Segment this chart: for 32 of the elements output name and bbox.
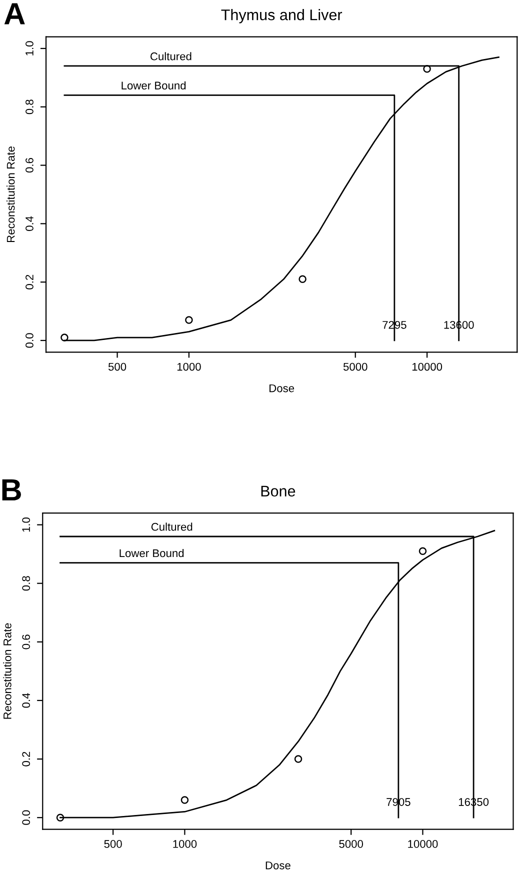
x-axis-title: Dose [270, 384, 294, 392]
chart-title: Bone [261, 486, 296, 497]
y-tick-label: 0.2 [22, 752, 30, 766]
x-tick-label: 10000 [408, 840, 438, 848]
x-axis-title: Dose [266, 862, 290, 870]
x-tick-label: 500 [108, 362, 126, 371]
series-label: Lower Bound [122, 81, 186, 90]
y-tick-label: 0.4 [22, 693, 30, 708]
series-label: Cultured [151, 522, 192, 531]
y-tick-label: 0.6 [26, 158, 34, 173]
y-tick-label: 0.6 [22, 634, 30, 650]
y-tick-label: 0.0 [22, 810, 30, 825]
x-tick-label: 1000 [173, 840, 197, 848]
y-tick-label: 1.0 [26, 41, 34, 56]
y-tick-label: 1.0 [22, 517, 30, 532]
x-tick-label: 500 [104, 840, 122, 848]
chart-title: Thymus and Liver [221, 9, 342, 24]
y-tick-label: 0.8 [26, 100, 34, 114]
text: B [2, 479, 21, 500]
x-tick-label: 1000 [177, 362, 201, 371]
text: A [4, 3, 25, 24]
y-axis-title: Reconstitution Rate [3, 623, 12, 719]
y-tick-label: 0.4 [26, 216, 34, 231]
x-tick-label: 10000 [412, 362, 442, 371]
x-tick-label: 5000 [343, 362, 368, 371]
series-label: Lower Bound [120, 548, 184, 558]
x-tick-label: 5000 [339, 840, 364, 848]
y-tick-label: 0.0 [26, 333, 34, 348]
y-tick-label: 0.8 [22, 576, 30, 591]
y-tick-label: 0.2 [26, 274, 34, 290]
series-label: Cultured [150, 52, 192, 60]
y-axis-title: Reconstitution Rate [6, 146, 15, 242]
